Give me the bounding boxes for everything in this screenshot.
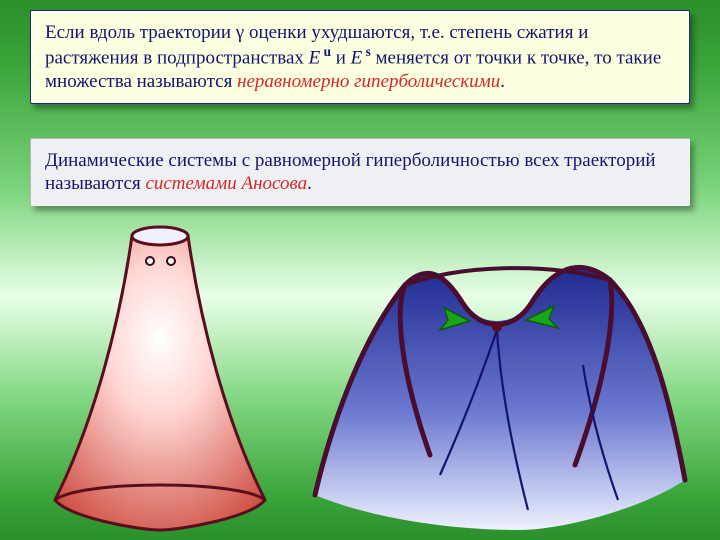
slide-page: Если вдоль траектории γ оценки ухудшаютс…	[0, 0, 720, 540]
right-saddle-surface	[315, 267, 685, 530]
horn-top-rim	[132, 227, 188, 245]
eye-icon	[167, 257, 175, 265]
left-horn-surface	[55, 227, 265, 530]
saddle-point	[492, 322, 502, 332]
figures-svg	[0, 0, 720, 540]
eye-icon	[146, 257, 154, 265]
